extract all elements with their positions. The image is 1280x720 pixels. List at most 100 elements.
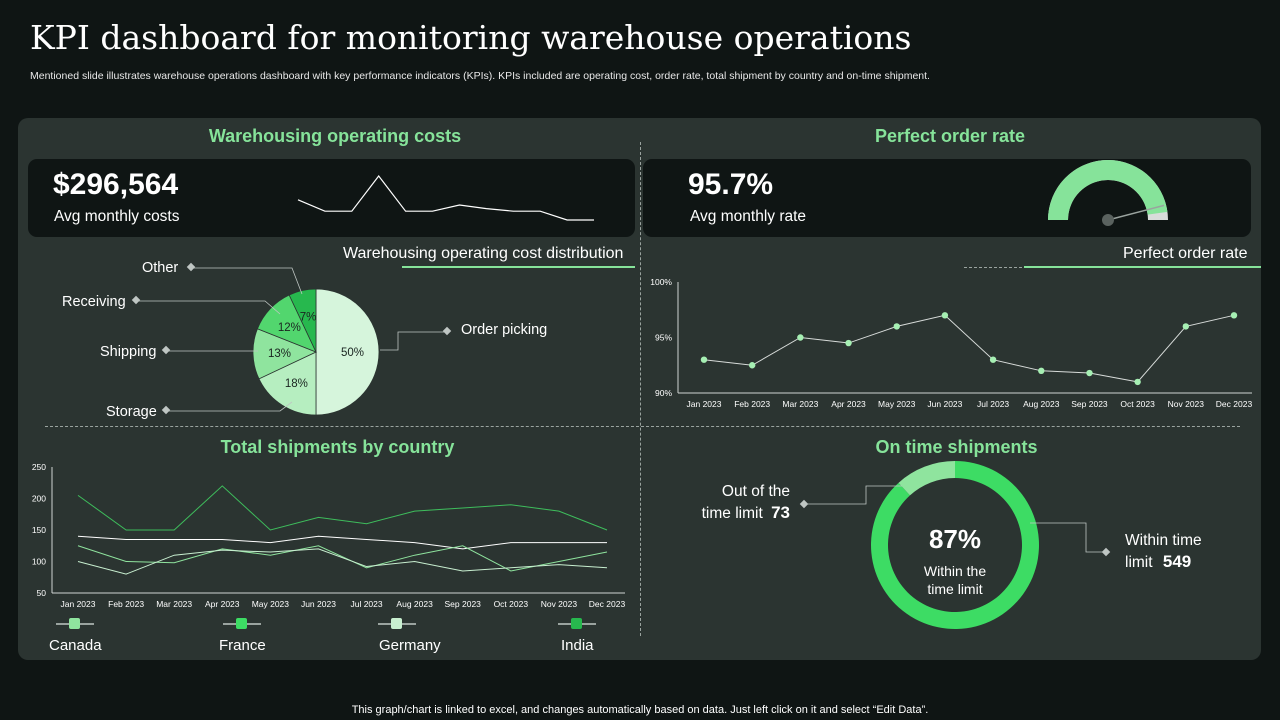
pie-label-order-picking: Order picking (461, 322, 547, 338)
order-rate-x-tick: Oct 2023 (1120, 399, 1155, 409)
pie-value-label-receiving: 12% (278, 322, 301, 334)
horizontal-divider (45, 426, 1240, 427)
legend-label-canada: Canada (49, 637, 102, 654)
shipments-y-tick: 50 (37, 588, 47, 598)
out-of-limit-label-2: time limit (701, 505, 763, 522)
avg-monthly-cost-label: Avg monthly costs (54, 208, 180, 225)
order-rate-chart-underline (1024, 266, 1261, 268)
costs-section-title: Warehousing operating costs (208, 126, 462, 146)
within-limit-label-1: Within time (1125, 532, 1202, 549)
shipments-y-tick: 150 (32, 525, 46, 535)
order-rate-point-dec-2023 (1230, 312, 1238, 319)
legend-swatch-india (558, 618, 596, 630)
shipments-section-title: Total shipments by country (220, 437, 455, 457)
order-rate-x-tick: Nov 2023 (1168, 399, 1205, 409)
order-rate-point-feb-2023 (748, 362, 756, 369)
shipments-x-tick: Mar 2023 (156, 599, 192, 609)
out-of-limit-value: 73 (771, 503, 790, 522)
shipments-line-chart: 50 100 150 200 250 Jan 2023 Feb 2023 Mar 2023 A… (32, 462, 626, 609)
avg-monthly-cost-value: $296,564 (53, 168, 179, 201)
order-rate-line-chart: 90% 95% 100% Jan 2023 Feb 2023 Mar 2023 Apr 2… (650, 277, 1252, 409)
avg-order-rate-value: 95.7% (688, 168, 774, 201)
pie-slice-other (288, 288, 317, 353)
order-rate-x-tick: May 2023 (878, 399, 916, 409)
out-of-limit-label-1: Out of the (721, 483, 790, 500)
shipments-series-germany (77, 545, 608, 572)
cost-distribution-pie-chart: 50%18%13%12%7% Other Receiving Shipping … (62, 260, 547, 420)
order-rate-y-tick: 100% (650, 277, 672, 287)
order-rate-point-jun-2023 (941, 312, 949, 319)
pie-value-label-storage: 18% (285, 378, 308, 390)
shipments-x-tick: May 2023 (252, 599, 290, 609)
shipments-x-tick: Aug 2023 (396, 599, 433, 609)
page-title: KPI dashboard for monitoring warehouse o… (30, 18, 912, 57)
ontime-section-title: On time shipments (875, 437, 1038, 457)
pie-value-label-order-picking: 50% (341, 347, 364, 359)
order-rate-point-jan-2023 (700, 356, 708, 363)
shipments-y-tick: 200 (32, 494, 46, 504)
order-rate-y-tick: 95% (655, 333, 672, 343)
order-rate-gauge (1048, 160, 1168, 226)
gauge-fill (1048, 160, 1168, 220)
order-rate-point-mar-2023 (797, 334, 804, 341)
order-rate-point-oct-2023 (1134, 378, 1141, 386)
order-rate-section-title: Perfect order rate (874, 126, 1026, 146)
footer-note: This graph/chart is linked to excel, and… (351, 704, 929, 716)
ontime-donut-chart (799, 461, 1111, 629)
vertical-divider (640, 142, 641, 636)
pie-leader-lines (137, 267, 444, 412)
legend-label-india: India (561, 637, 594, 654)
gauge-hub (1102, 214, 1114, 226)
order-rate-point-jul-2023 (989, 356, 997, 363)
shipments-x-tick: Jul 2023 (350, 599, 382, 609)
order-rate-x-tick: Jul 2023 (977, 399, 1009, 409)
pie-label-storage: Storage (106, 404, 157, 420)
cost-sparkline (297, 175, 594, 221)
ontime-center-label-1: Within the (923, 563, 987, 579)
page-subtitle: Mentioned slide illustrates warehouse op… (30, 70, 930, 82)
order-rate-x-tick: Apr 2023 (831, 399, 866, 409)
pie-slice-order-picking (315, 288, 380, 416)
order-rate-x-tick: Aug 2023 (1023, 399, 1060, 409)
order-rate-point-aug-2023 (1038, 367, 1045, 374)
pie-leader-markers (131, 262, 452, 415)
legend-swatch-france (223, 618, 261, 630)
ontime-center-label-2: time limit (927, 581, 983, 597)
shipments-x-tick: Jan 2023 (61, 599, 96, 609)
order-rate-x-tick: Feb 2023 (734, 399, 770, 409)
order-rate-point-sep-2023 (1086, 369, 1093, 377)
donut-leader-lines (806, 485, 1104, 553)
shipments-series-canada (77, 485, 608, 531)
within-limit-label-2: limit (1125, 554, 1153, 571)
order-rate-y-tick: 90% (655, 388, 672, 398)
cost-distribution-underline (402, 266, 635, 268)
order-rate-series-line (703, 314, 1235, 383)
pie-value-label-other: 7% (300, 311, 317, 323)
costs-card (28, 159, 635, 237)
out-of-limit-label: time limit 73 (650, 503, 790, 523)
ontime-center-value: 87% (928, 524, 982, 554)
pie-label-receiving: Receiving (62, 294, 126, 310)
order-rate-x-tick: Mar 2023 (782, 399, 818, 409)
legend-label-france: France (219, 637, 266, 654)
order-rate-point-may-2023 (893, 323, 900, 330)
pie-label-other: Other (142, 260, 178, 276)
shipments-x-tick: Nov 2023 (541, 599, 578, 609)
legend-label-germany: Germany (379, 637, 441, 654)
legend-swatch-canada (56, 618, 94, 630)
legend-swatch-germany (378, 618, 416, 630)
shipments-x-tick: Sep 2023 (445, 599, 482, 609)
pie-label-shipping: Shipping (100, 344, 156, 360)
order-rate-x-tick: Sep 2023 (1071, 399, 1108, 409)
shipments-x-tick: Apr 2023 (205, 599, 240, 609)
gauge-needle (1107, 204, 1165, 221)
order-rate-point-apr-2023 (845, 339, 852, 347)
shipments-y-tick: 100 (32, 557, 46, 567)
order-rate-point-nov-2023 (1182, 323, 1190, 330)
within-limit-label: limit 549 (1125, 552, 1191, 572)
avg-order-rate-label: Avg monthly rate (690, 208, 807, 225)
cost-sparkline-line (297, 175, 594, 221)
donut-slice-out-of-the-time-limit (898, 461, 955, 496)
shipments-y-tick: 250 (32, 462, 46, 472)
shipments-x-tick: Feb 2023 (108, 599, 144, 609)
